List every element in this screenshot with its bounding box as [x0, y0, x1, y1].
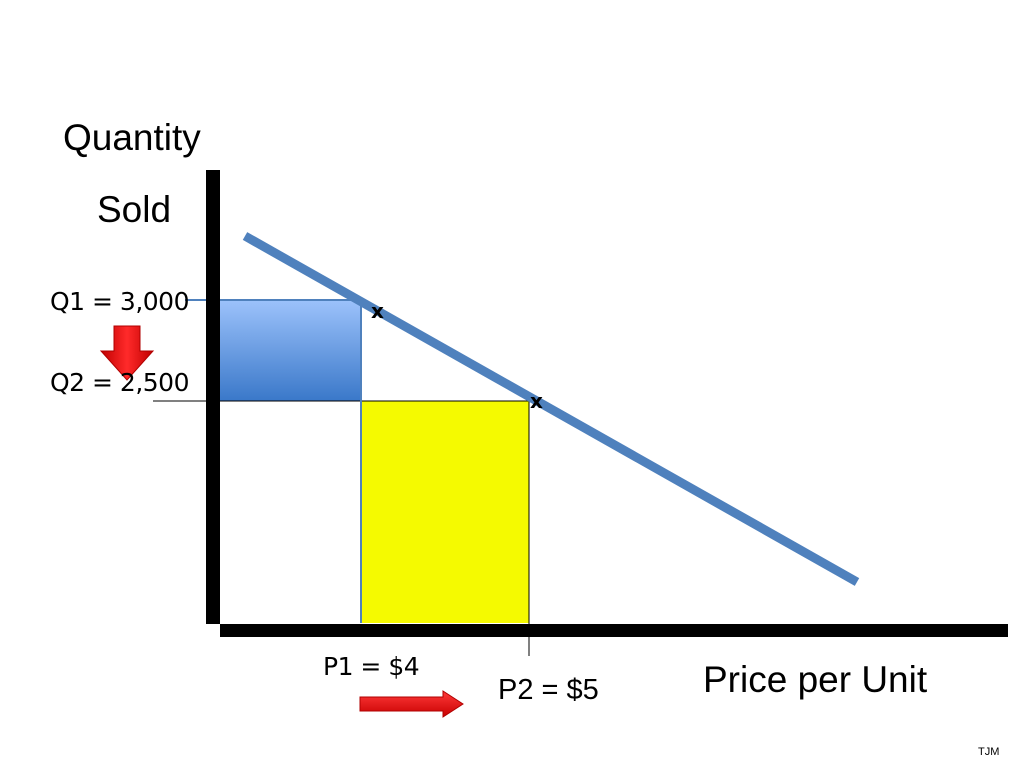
y-axis-label-line1: Quantity — [63, 117, 201, 158]
y-axis-label-line2: Sold — [97, 189, 172, 230]
q2-label: Q2 = 2,500 — [50, 368, 190, 397]
point1-marker: x — [371, 299, 384, 323]
point2-marker: x — [530, 389, 543, 413]
x-axis-label: Price per Unit — [703, 659, 928, 700]
p2-label: P2 = $5 — [498, 674, 599, 706]
credit-label: TJM — [978, 746, 1000, 758]
down-arrow-icon — [99, 325, 155, 381]
gained-revenue-rect — [361, 401, 529, 623]
q1-label: Q1 = 3,000 — [50, 287, 190, 316]
p1-label: P1 = $4 — [323, 652, 420, 681]
x-axis — [220, 624, 1008, 637]
y-axis — [206, 170, 220, 624]
right-arrow-icon — [359, 690, 464, 718]
lost-revenue-rect — [220, 300, 361, 401]
demand-line — [242, 232, 860, 586]
